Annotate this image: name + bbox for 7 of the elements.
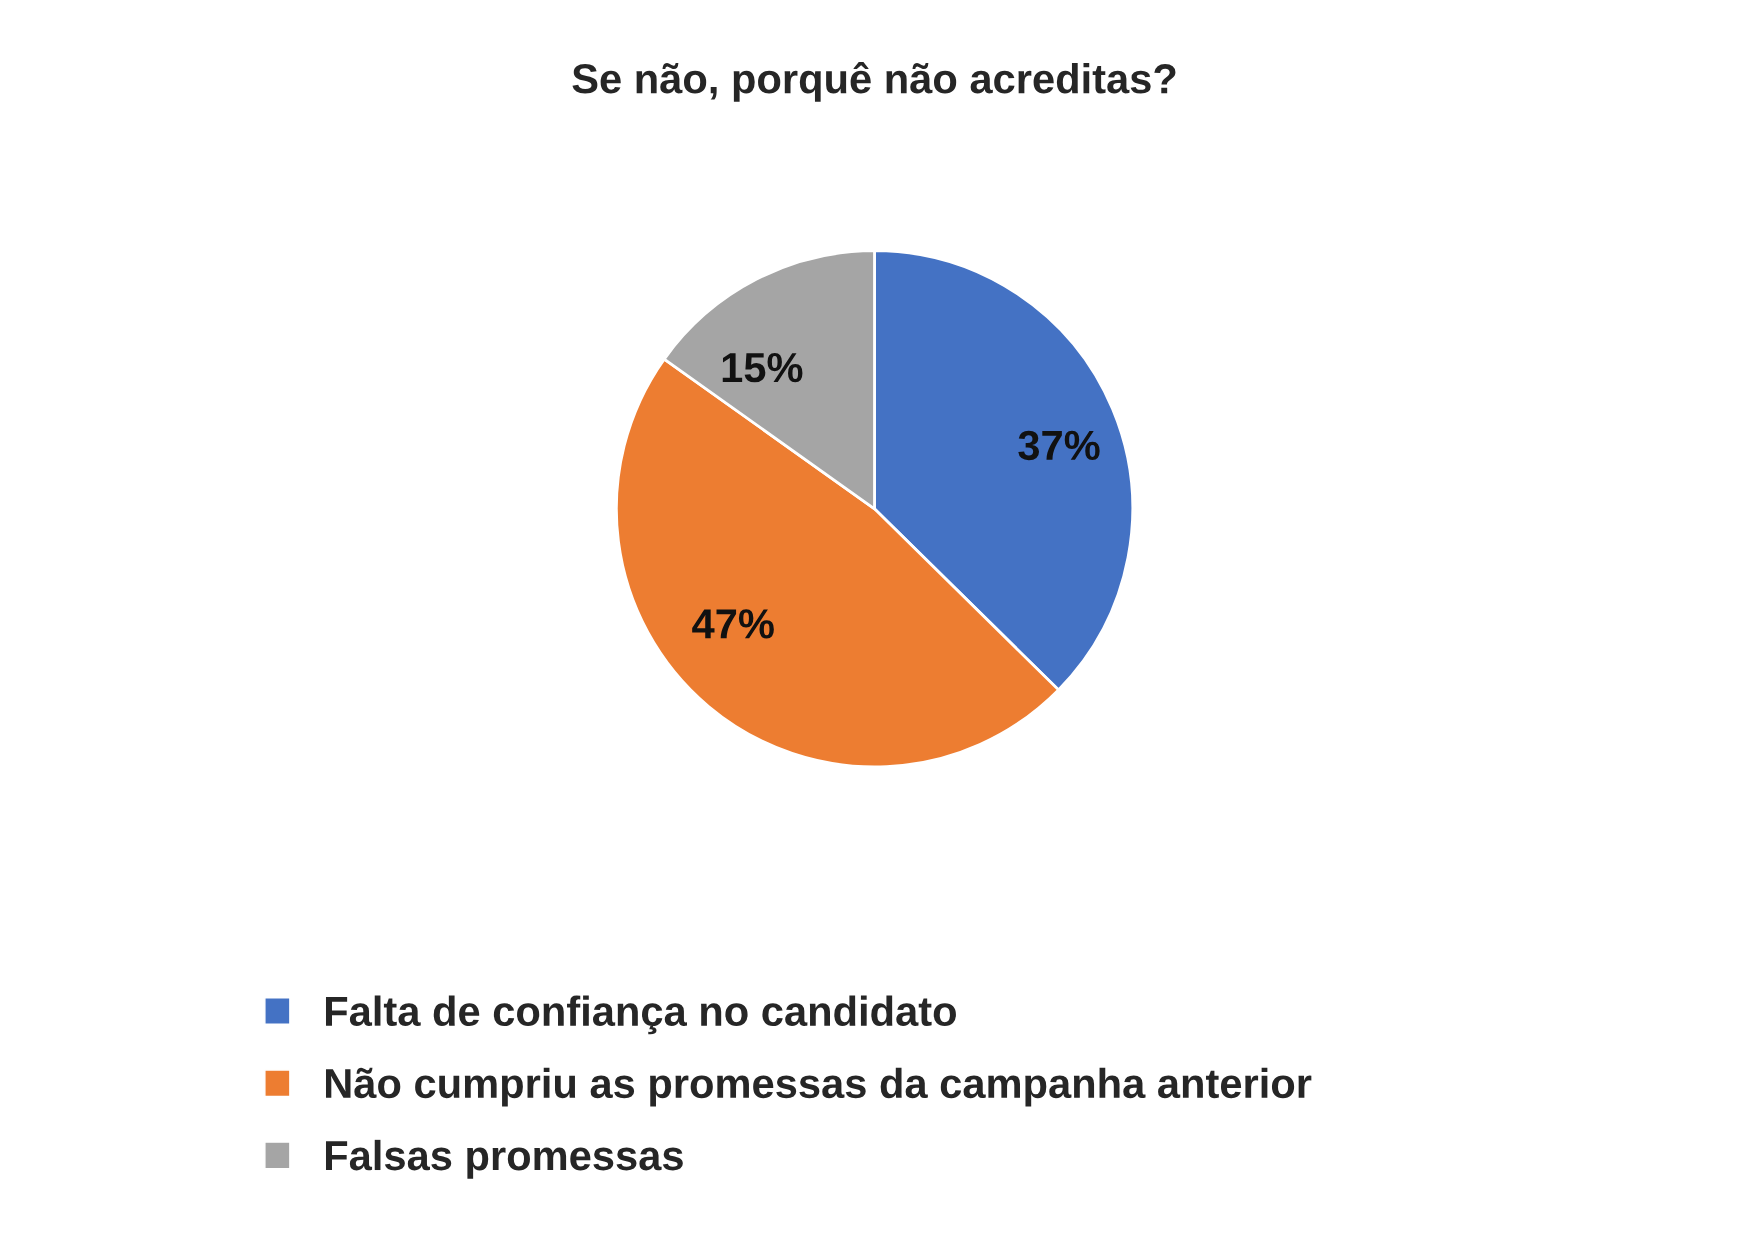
legend-label: Não cumpriu as promessas da campanha anterior [325,1067,1312,1107]
data-label: 47% [692,609,774,639]
legend-label: Falta de confiança no candidato [325,995,956,1035]
legend-label: Falsas promessas [325,1139,683,1179]
data-label: 15% [722,352,803,383]
chart-title: Se não, porquê não acreditas? [572,62,1176,102]
data-label: 37% [1018,430,1100,461]
